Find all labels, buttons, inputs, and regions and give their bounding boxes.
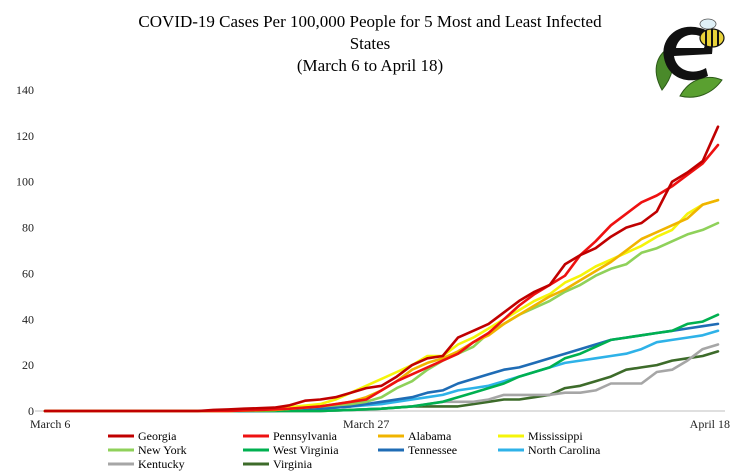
y-tick-label: 60 [22,266,34,280]
x-tick-label: April 18 [690,417,730,431]
legend-item: Kentucky [108,457,185,471]
y-tick-label: 20 [22,358,34,372]
legend-item: Virginia [243,457,313,471]
x-tick-label: March 27 [343,417,389,431]
legend-item: Tennessee [378,443,457,457]
legend-item: New York [108,443,187,457]
legend-label: Mississippi [528,429,583,443]
logo-bee-stripes [705,29,719,47]
legend-item: West Virginia [243,443,339,457]
x-tick-labels: March 6 March 27 April 18 [30,417,730,431]
y-tick-label: 0 [28,404,34,418]
logo-bee-wing [699,18,717,30]
legend-label: Georgia [138,429,177,443]
logo-e-letter [663,26,713,81]
y-tick-label: 140 [16,83,34,97]
y-tick-label: 40 [22,312,34,326]
legend-label: Kentucky [138,457,185,471]
chart-title: COVID-19 Cases Per 100,000 People for 5 … [138,12,602,75]
legend-item: Mississippi [498,429,583,443]
y-tick-label: 120 [16,129,34,143]
y-tick-labels: 0 20 40 60 80 100 120 140 [16,83,34,418]
series-line-georgia [43,125,720,413]
legend-item: Pennsylvania [243,429,338,443]
legend-item: Georgia [108,429,177,443]
legend-label: Alabama [408,429,452,443]
logo-leaf-right [679,76,723,98]
legend-item: Alabama [378,429,452,443]
series-line-north-carolina [43,329,720,413]
series-line-alabama [43,198,720,413]
series-line-west-virginia [43,313,720,413]
logo [655,18,725,98]
legend-label: West Virginia [273,443,339,457]
chart-title-line-2: States [350,34,391,53]
series-line-pennsylvania [43,143,720,413]
legend-item: North Carolina [498,443,601,457]
legend-label: Virginia [273,457,313,471]
legend-label: New York [138,443,187,457]
chart-title-line-1: COVID-19 Cases Per 100,000 People for 5 … [138,12,602,31]
y-tick-label: 100 [16,175,34,189]
legend-label: North Carolina [528,443,601,457]
legend-label: Pennsylvania [273,429,338,443]
legend-label: Tennessee [408,443,457,457]
x-tick-label: March 6 [30,417,70,431]
chart-title-line-3: (March 6 to April 18) [297,56,443,75]
series-lines [43,125,720,413]
legend: Georgia Pennsylvania Alabama Mississippi New… [108,429,601,471]
y-tick-label: 80 [22,221,34,235]
